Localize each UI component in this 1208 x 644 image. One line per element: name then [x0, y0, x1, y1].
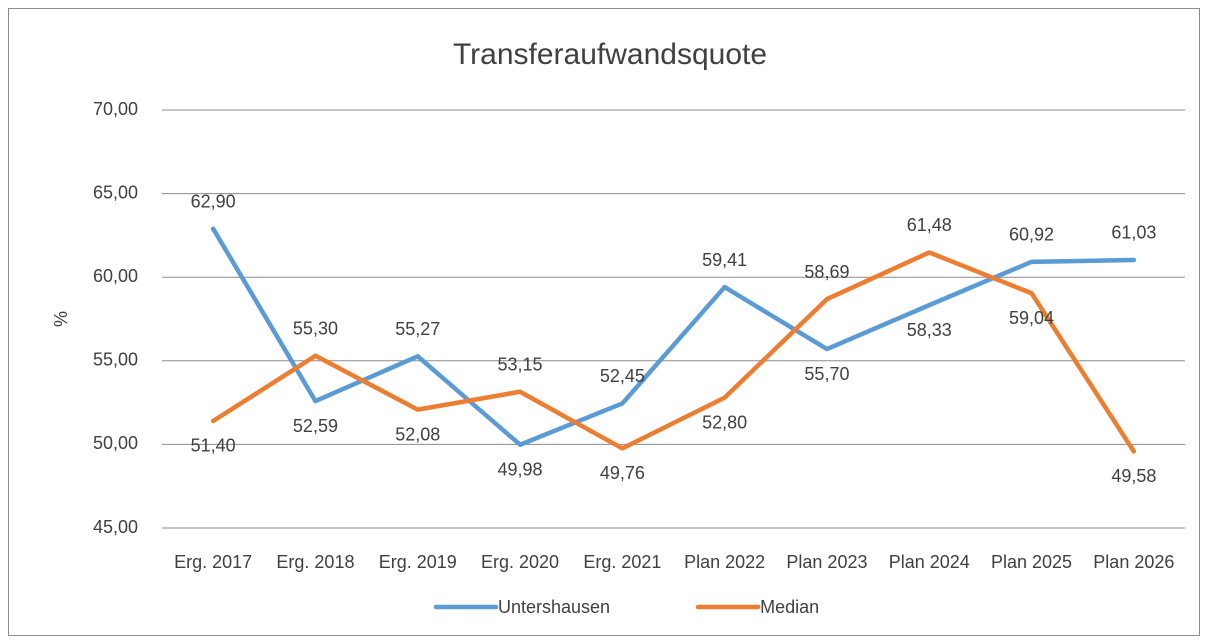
y-axis-label: %: [51, 311, 71, 327]
chart-title: Transferaufwandsquote: [453, 38, 767, 71]
data-label: 52,59: [293, 416, 338, 436]
data-label: 59,41: [702, 250, 747, 270]
data-label: 51,40: [191, 436, 236, 456]
legend-label: Untershausen: [498, 597, 610, 617]
data-label: 49,76: [600, 463, 645, 483]
data-label: 62,90: [191, 191, 236, 211]
data-label: 53,15: [498, 354, 543, 374]
data-label: 55,27: [395, 319, 440, 339]
series-line: [210, 226, 1137, 447]
y-tick-label: 50,00: [93, 433, 138, 453]
y-tick-label: 60,00: [93, 266, 138, 286]
data-label: 52,08: [395, 424, 440, 444]
y-tick-label: 45,00: [93, 517, 138, 537]
data-label: 61,48: [907, 215, 952, 235]
data-label: 58,69: [804, 262, 849, 282]
data-label: 52,45: [600, 366, 645, 386]
x-tick-label: Plan 2025: [991, 552, 1072, 572]
y-tick-label: 65,00: [93, 182, 138, 202]
data-label: 55,30: [293, 319, 338, 339]
y-tick-label: 70,00: [93, 99, 138, 119]
data-label: 52,80: [702, 412, 747, 432]
x-tick-label: Erg. 2020: [481, 552, 559, 572]
data-label: 60,92: [1009, 225, 1054, 245]
x-tick-label: Plan 2023: [786, 552, 867, 572]
x-tick-label: Erg. 2021: [583, 552, 661, 572]
data-label: 59,04: [1009, 308, 1054, 328]
x-tick-label: Erg. 2019: [379, 552, 457, 572]
data-label: 49,98: [498, 459, 543, 479]
series-line: [210, 250, 1137, 454]
data-label: 58,33: [907, 320, 952, 340]
x-tick-label: Erg. 2018: [276, 552, 354, 572]
x-tick-label: Plan 2022: [684, 552, 765, 572]
x-tick-label: Plan 2024: [889, 552, 970, 572]
data-label: 49,58: [1111, 466, 1156, 486]
legend-label: Median: [760, 597, 819, 617]
y-tick-label: 55,00: [93, 350, 138, 370]
x-tick-label: Erg. 2017: [174, 552, 252, 572]
data-label: 61,03: [1111, 223, 1156, 243]
x-tick-label: Plan 2026: [1093, 552, 1174, 572]
chart-border: [8, 8, 1200, 636]
data-label: 55,70: [804, 364, 849, 384]
